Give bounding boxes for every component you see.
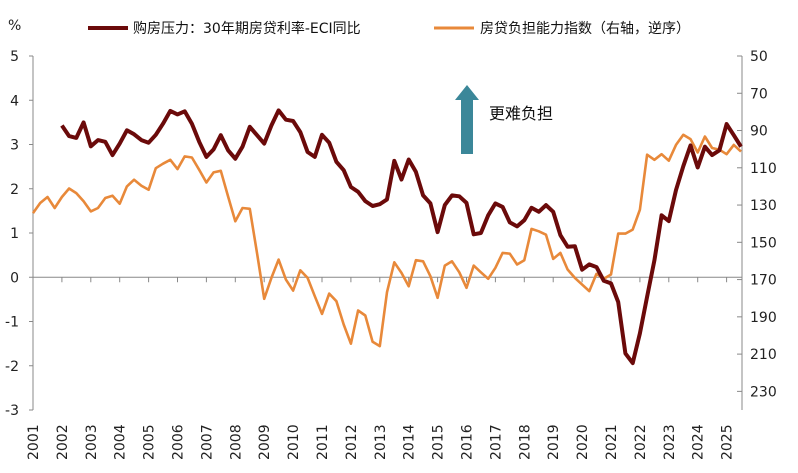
up-arrow-icon — [455, 85, 479, 154]
series-line-pressure — [60, 108, 743, 366]
annotation-text: 更难负担 — [489, 104, 553, 123]
x-tick-label: 2021 — [604, 424, 620, 460]
left-tick-label: -3 — [5, 403, 19, 419]
right-tick-label: 90 — [750, 124, 768, 140]
x-tick-label: 2008 — [228, 424, 244, 460]
right-tick-label: 230 — [750, 384, 777, 400]
x-tick-label: 2018 — [517, 424, 533, 460]
x-tick-label: 2023 — [662, 424, 678, 460]
legend: 购房压力：30年期房贷利率-ECI同比 房贷负担能力指数（右轴，逆序） — [88, 20, 690, 37]
left-tick-label: 0 — [10, 270, 19, 286]
right-tick-label: 210 — [750, 347, 777, 363]
x-tick-label: 2005 — [142, 424, 158, 460]
right-tick-label: 190 — [750, 310, 777, 326]
left-tick-label: -1 — [5, 315, 19, 331]
x-tick-label: 2004 — [113, 424, 129, 460]
x-tick-label: 2016 — [460, 424, 476, 460]
right-tick-label: 70 — [750, 86, 768, 102]
x-tick-label: 2025 — [720, 424, 736, 460]
legend-label-affordability: 房贷负担能力指数（右轴，逆序） — [480, 21, 690, 37]
legend-label-pressure: 购房压力：30年期房贷利率-ECI同比 — [133, 20, 361, 37]
left-tick-label: 2 — [10, 182, 19, 198]
x-tick-label: 2022 — [633, 424, 649, 460]
left-tick-label: 1 — [10, 226, 19, 242]
right-tick-label: 130 — [750, 198, 777, 214]
x-tick-label: 2015 — [431, 424, 447, 460]
series-lines — [31, 108, 743, 366]
left-axis-unit: % — [8, 18, 21, 34]
x-tick-label: 2019 — [546, 424, 562, 460]
left-tick-label: 5 — [10, 49, 19, 65]
x-tick-label: 2002 — [55, 424, 71, 460]
x-tick-label: 2014 — [402, 424, 418, 460]
right-tick-label: 150 — [750, 235, 777, 251]
axes: 543210-1-2-35070901101301501701902102302… — [5, 49, 777, 460]
right-tick-label: 110 — [750, 161, 777, 177]
x-tick-label: 2009 — [257, 424, 273, 460]
x-tick-label: 2003 — [84, 424, 100, 460]
x-tick-label: 2011 — [315, 424, 331, 460]
x-tick-label: 2013 — [373, 424, 389, 460]
right-tick-label: 170 — [750, 273, 777, 289]
x-tick-label: 2007 — [199, 424, 215, 460]
x-tick-label: 2010 — [286, 424, 302, 460]
series-line-affordability — [31, 133, 742, 348]
annotation: 更难负担 — [455, 85, 553, 154]
left-tick-label: 4 — [10, 93, 19, 109]
x-tick-label: 2020 — [575, 424, 591, 460]
x-tick-label: 2024 — [691, 424, 707, 460]
x-tick-label: 2006 — [171, 424, 187, 460]
left-tick-label: 3 — [10, 138, 19, 154]
x-tick-label: 2017 — [488, 424, 504, 460]
left-tick-label: -2 — [5, 359, 19, 375]
x-tick-label: 2012 — [344, 424, 360, 460]
x-tick-label: 2001 — [26, 424, 42, 460]
right-tick-label: 50 — [750, 49, 768, 65]
